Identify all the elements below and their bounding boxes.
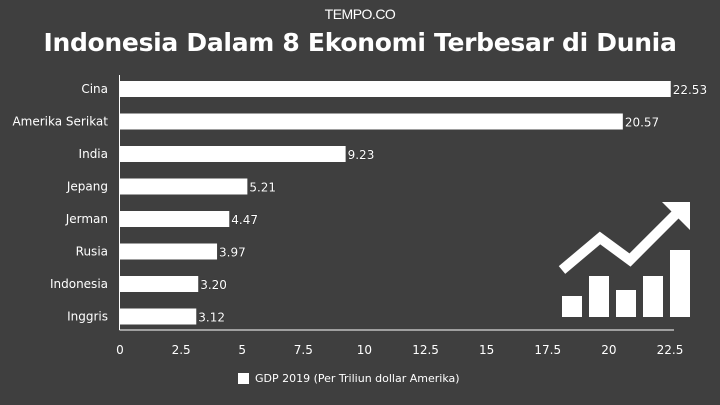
category-label: India <box>79 147 108 161</box>
value-label: 3.97 <box>219 246 246 260</box>
value-label: 3.20 <box>200 278 227 292</box>
x-tick-label: 22.5 <box>657 343 684 357</box>
value-label: 5.21 <box>249 181 276 195</box>
x-tick-label: 20 <box>601 343 616 357</box>
bar <box>120 276 199 292</box>
value-label: 4.47 <box>231 213 258 227</box>
growth-chart-icon <box>558 202 690 317</box>
x-tick-label: 5 <box>238 343 246 357</box>
legend-label: GDP 2019 (Per Triliun dollar Amerika) <box>255 372 460 385</box>
bar <box>120 113 623 130</box>
bar <box>120 178 248 195</box>
bar <box>120 211 230 227</box>
x-tick-label: 0 <box>116 343 124 357</box>
category-label: Jerman <box>65 212 108 226</box>
category-label: Indonesia <box>50 277 108 291</box>
value-label: 20.57 <box>625 116 659 130</box>
x-tick-label: 17.5 <box>534 343 561 357</box>
legend: GDP 2019 (Per Triliun dollar Amerika) <box>238 372 460 385</box>
category-label: Cina <box>81 82 108 96</box>
legend-swatch <box>238 373 249 384</box>
value-label: 3.12 <box>198 311 225 325</box>
bar <box>120 81 671 97</box>
x-tick-label: 12.5 <box>412 343 439 357</box>
category-label: Jepang <box>66 180 108 194</box>
x-tick-label: 2.5 <box>172 343 191 357</box>
value-label: 22.53 <box>673 83 707 97</box>
value-label: 9.23 <box>348 148 375 162</box>
x-tick-label: 10 <box>357 343 372 357</box>
x-tick-label: 15 <box>479 343 494 357</box>
bar <box>120 243 218 260</box>
category-label: Amerika Serikat <box>12 115 108 129</box>
category-label: Rusia <box>76 245 108 259</box>
category-label: Inggris <box>67 310 108 324</box>
bar <box>120 308 197 325</box>
brand-logo: TEMPO.CO <box>324 6 396 22</box>
bar <box>120 146 346 162</box>
x-tick-label: 7.5 <box>294 343 313 357</box>
chart-title: Indonesia Dalam 8 Ekonomi Terbesar di Du… <box>43 28 677 57</box>
